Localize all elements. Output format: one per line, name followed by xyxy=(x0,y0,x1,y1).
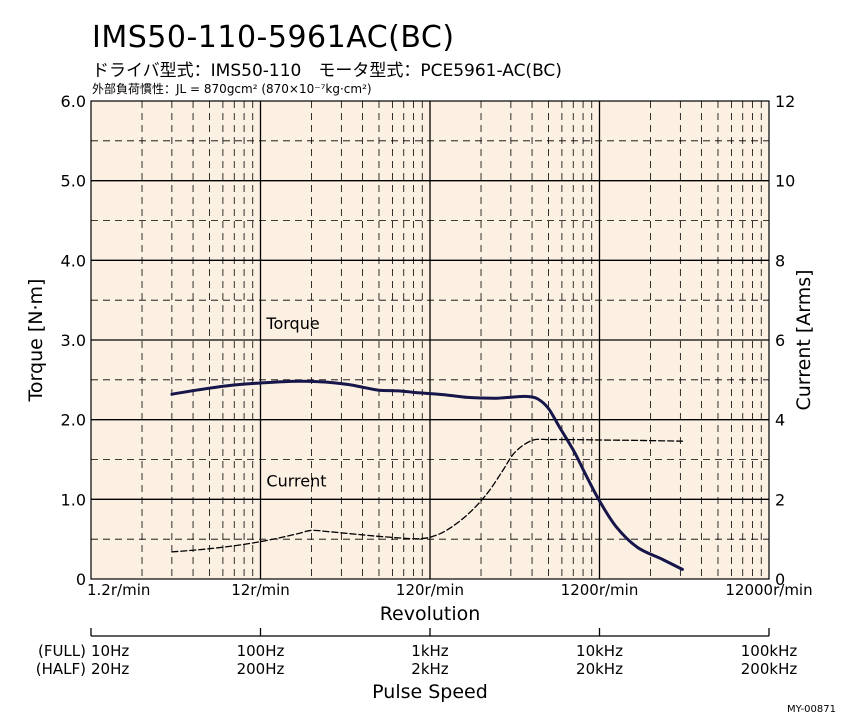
chart-subtitle: ドライバ型式：IMS50-110 モータ型式：PCE5961-AC(BC) xyxy=(92,61,562,81)
pulse-full-label: 100Hz xyxy=(237,642,285,660)
y-tick-label: 3.0 xyxy=(61,331,86,350)
x-tick-label: 1200r/min xyxy=(561,581,639,599)
y-axis-label: Torque [N·m] xyxy=(25,279,47,403)
x-tick-label: 12000r/min xyxy=(725,581,812,599)
y2-axis-label: Current [Arms] xyxy=(793,269,815,410)
current-series-line xyxy=(171,438,684,553)
pulse-half-label: 20kHz xyxy=(576,660,623,678)
y2-tick-label: 4 xyxy=(775,411,785,430)
load-inertia-note: 外部負荷慣性：JL = 870gcm² (870×10⁻⁷kg·cm²) xyxy=(92,82,372,96)
y-tick-label: 0 xyxy=(76,570,86,589)
y2-tick-label: 10 xyxy=(775,172,795,191)
x-axis-label: Revolution xyxy=(380,603,481,625)
y2-tick-label: 8 xyxy=(775,251,785,270)
y-tick-label: 1.0 xyxy=(61,490,86,509)
series-layer xyxy=(170,379,684,571)
pulse-speed-label: Pulse Speed xyxy=(372,681,488,703)
x-tick-label: 12r/min xyxy=(231,581,290,599)
pulse-half-label: 200kHz xyxy=(741,660,798,678)
torque-series-line xyxy=(170,379,684,571)
pulse-full-label: 10kHz xyxy=(576,642,623,660)
y2-tick-label: 2 xyxy=(775,490,785,509)
chart-title: IMS50-110-5961AC(BC) xyxy=(92,20,455,55)
x-tick-label: 1.2r/min xyxy=(87,581,150,599)
torque-annotation: Torque xyxy=(265,314,319,333)
y-tick-label: 6.0 xyxy=(61,92,86,111)
y2-tick-label: 12 xyxy=(775,92,795,111)
current-annotation: Current xyxy=(266,472,326,491)
y-tick-label: 2.0 xyxy=(61,411,86,430)
x-tick-label: 120r/min xyxy=(396,581,464,599)
labels-layer: Torque Current 0 1.0 2.0 3.0 4.0 5.0 6.0 0 2 4 6 8 10 1… xyxy=(61,92,813,599)
pulse-full-label: 100kHz xyxy=(741,642,798,660)
figure-code: MY-00871 xyxy=(787,704,836,715)
y-tick-label: 4.0 xyxy=(61,251,86,270)
full-step-label: (FULL) xyxy=(38,642,86,660)
pulse-half-label: 200Hz xyxy=(237,660,285,678)
half-step-label: (HALF) xyxy=(36,660,86,678)
pulse-full-label: 10Hz xyxy=(91,642,129,660)
pulse-half-label: 20Hz xyxy=(91,660,129,678)
y2-tick-label: 6 xyxy=(775,331,785,350)
pulse-half-label: 2kHz xyxy=(411,660,449,678)
y-tick-label: 5.0 xyxy=(61,172,86,191)
y2-tick-label: 0 xyxy=(775,570,785,589)
pulse-full-label: 1kHz xyxy=(411,642,449,660)
